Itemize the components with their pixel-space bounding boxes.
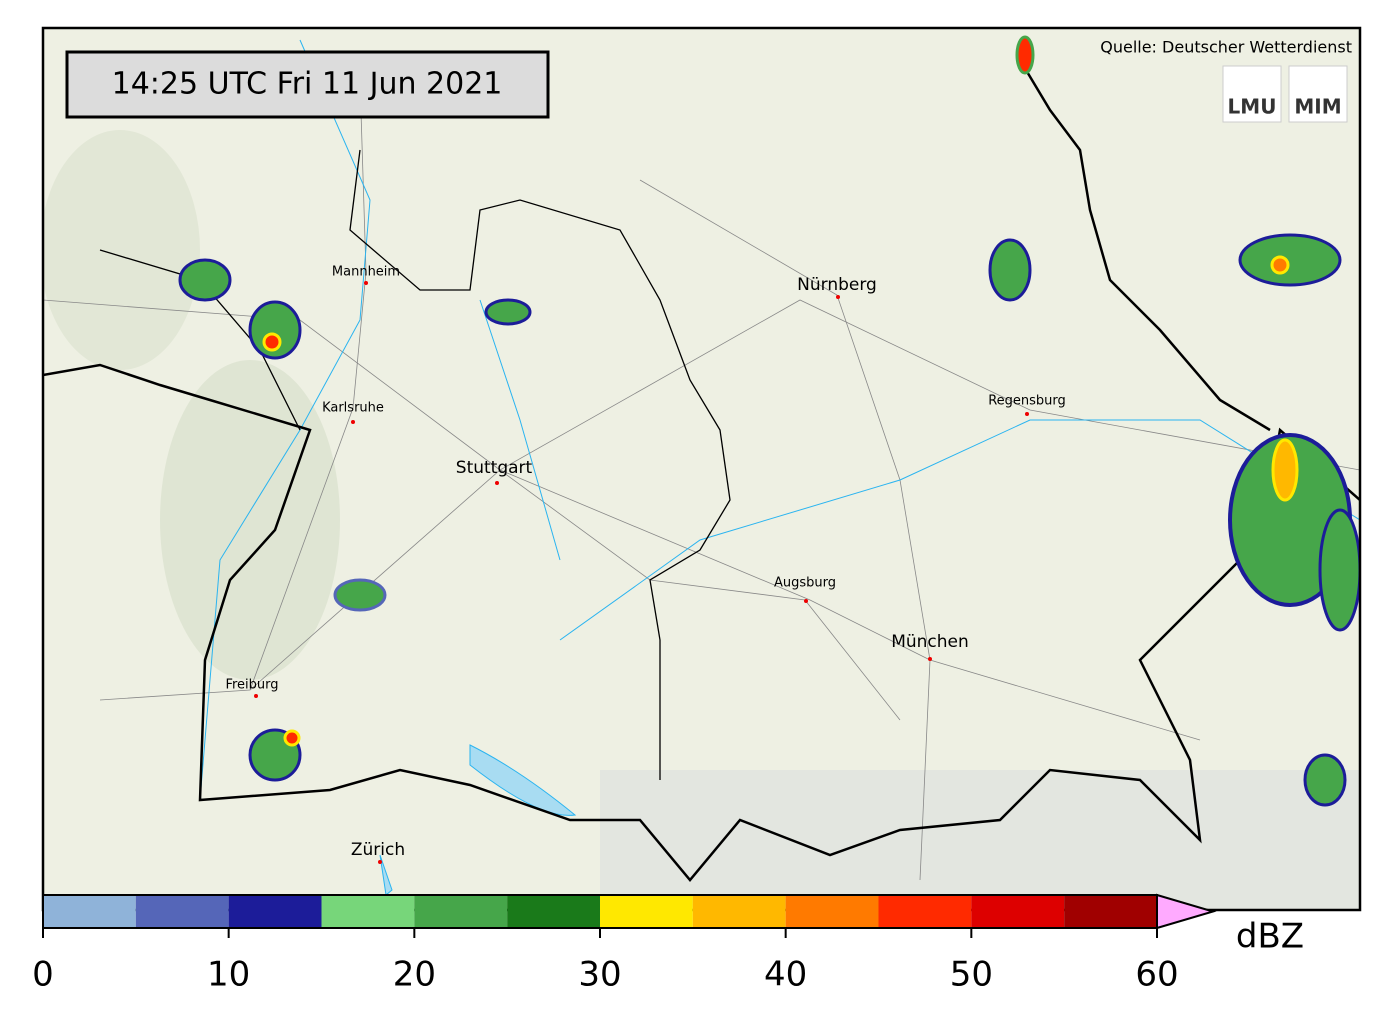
colorbar-tick-label: 40 [764,955,807,995]
colorbar-segment [321,895,415,928]
city-label: Zürich [351,840,405,860]
colorbar-segment [1064,895,1157,928]
city-label: Nürnberg [797,275,877,295]
timestamp: 14:25 UTC Fri 11 Jun 2021 [112,67,503,102]
colorbar-tick-label: 20 [393,955,436,995]
logo: LMU [1228,95,1277,119]
colorbar-segment [785,895,879,928]
colorbar-segment [971,895,1065,928]
colorbar-tick-label: 0 [32,955,54,995]
colorbar-tick-label: 50 [950,955,993,995]
city-label: München [891,632,969,652]
colorbar-segment [600,895,693,928]
city-label: Augsburg [774,576,836,591]
colorbar-segment [228,895,322,928]
storm-cells [178,35,1360,807]
timestamp-box [65,50,550,119]
city-label: Karlsruhe [322,401,384,416]
map [43,28,1360,910]
logo-box [1222,65,1282,123]
colorbar-unit: dBZ [1236,917,1304,957]
colorbar-segment [43,895,136,928]
city-label: Stuttgart [456,458,533,478]
logo: MIM [1294,95,1341,119]
source: Quelle: Deutscher Wetterdienst [1100,38,1352,57]
colorbar-tick-label: 30 [578,955,621,995]
colorbar-segment [692,895,786,928]
colorbar-segment [878,895,972,928]
colorbar-segment [507,895,600,928]
colorbar-segment [135,895,229,928]
city-label: Regensburg [988,394,1066,409]
city-dots [254,281,1029,864]
colorbar-segment [414,895,508,928]
colorbar-tick-label: 10 [207,955,250,995]
colorbar-tick-label: 60 [1135,955,1178,995]
city-label: Mannheim [332,265,400,280]
logo-box [1288,65,1348,123]
city-label: Freiburg [225,678,278,693]
